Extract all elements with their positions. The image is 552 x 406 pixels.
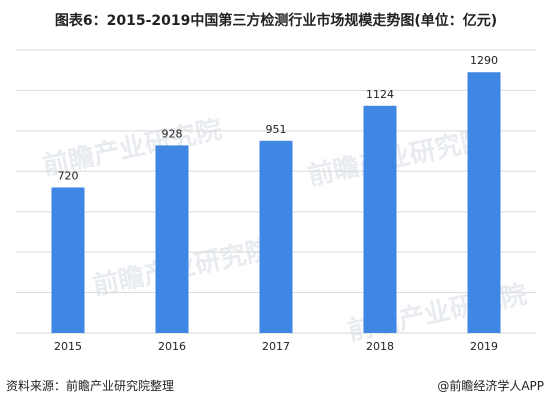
watermark-text: 前瞻产业研究院	[305, 124, 489, 192]
bar-value-label: 928	[162, 127, 183, 140]
x-tick-label: 2015	[54, 340, 82, 353]
bar-value-label: 951	[266, 123, 287, 136]
x-tick-label: 2016	[158, 340, 186, 353]
bar-value-label: 720	[58, 169, 79, 182]
bar-2016	[155, 145, 189, 333]
x-tick-label: 2019	[470, 340, 498, 353]
brand-note: @前瞻经济学人APP	[437, 379, 544, 393]
x-tick-label: 2018	[366, 340, 394, 353]
bar-value-labels: 720 928 951 1124 1290	[58, 54, 499, 182]
bar-value-label: 1290	[470, 54, 498, 67]
bar-value-label: 1124	[366, 88, 394, 101]
x-tick-label: 2017	[262, 340, 290, 353]
chart-title: 图表6：2015-2019中国第三方检测行业市场规模走势图(单位：亿元)	[54, 13, 498, 29]
source-note: 资料来源：前瞻产业研究院整理	[6, 379, 175, 393]
bar-2015	[51, 187, 85, 333]
bar-2018	[363, 105, 397, 333]
bar-2019	[467, 72, 501, 333]
bar-2017	[259, 140, 293, 333]
x-axis-tick-labels: 2015 2016 2017 2018 2019	[54, 340, 498, 353]
bars	[51, 72, 501, 333]
